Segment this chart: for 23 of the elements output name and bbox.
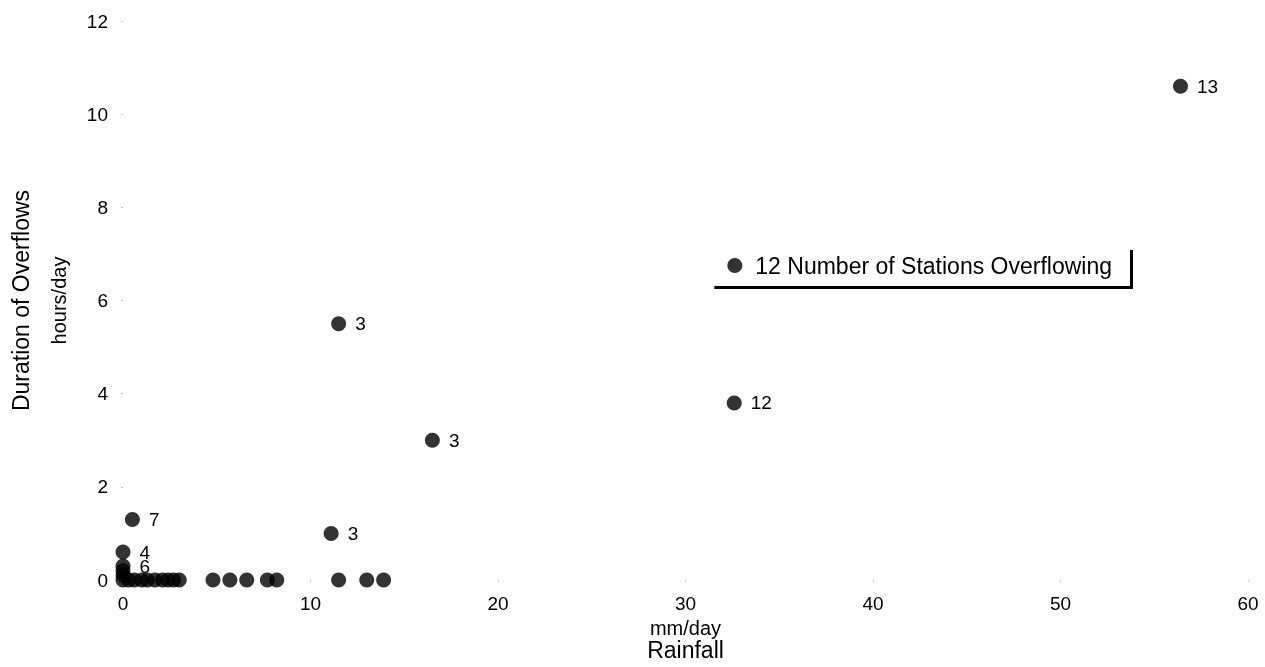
- y-tick-label: 12: [86, 10, 108, 32]
- y-tick-label: 10: [86, 103, 108, 125]
- x-tick-label: 50: [1049, 593, 1072, 614]
- y-tick-label: 4: [97, 383, 109, 405]
- x-tick-label: 30: [674, 593, 697, 614]
- y-axis-title: Duration of Overflows hours/day: [8, 189, 70, 412]
- x-tick-label: 10: [299, 593, 322, 614]
- annotation: 3: [355, 313, 366, 335]
- x-tick-label: 20: [487, 593, 509, 614]
- y-tick-label: 6: [97, 290, 108, 311]
- x-tick-label: 40: [862, 593, 884, 614]
- x-axis-title: mm/day Rainfall: [647, 616, 724, 663]
- x-tick-label: 60: [1237, 593, 1259, 614]
- y-tick-label: 0: [97, 569, 108, 591]
- annotation: 3: [347, 522, 359, 544]
- y-tick-label: 2: [97, 476, 108, 498]
- x-tick-label: 0: [117, 593, 129, 614]
- annotation: 3: [448, 429, 460, 451]
- annotation: 12: [750, 392, 772, 414]
- annotation: 7: [148, 508, 160, 530]
- legend-label: 12 Number of Stations Overflowing: [755, 252, 1112, 279]
- y-tick-label: 8: [97, 196, 108, 218]
- annotation: 13: [1197, 75, 1219, 97]
